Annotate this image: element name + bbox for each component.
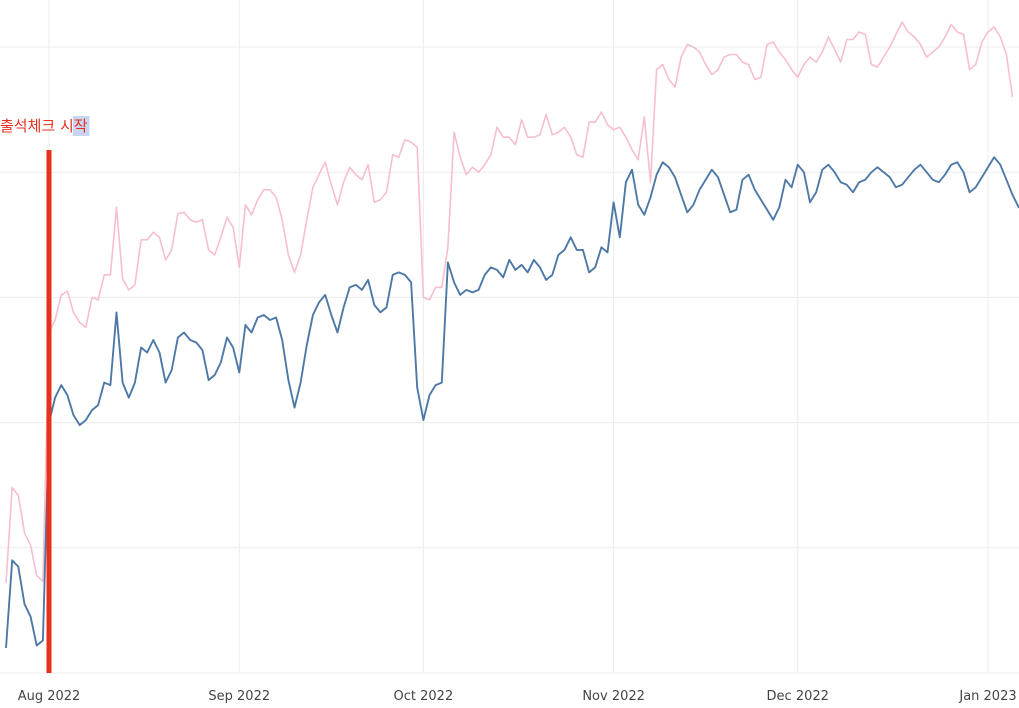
series-line-0 (5, 21, 1014, 583)
x-axis: Aug 2022 Sep 2022 Oct 2022 Nov 2022 Dec 2022… (18, 689, 1017, 704)
event-label-highlight (72, 116, 90, 136)
series-lines (5, 21, 1019, 649)
annotations: 출석체크 시작 (0, 116, 90, 673)
x-tick-label: Aug 2022 (18, 689, 81, 704)
x-tick-label: Sep 2022 (208, 689, 270, 704)
x-tick-label: Oct 2022 (394, 689, 454, 704)
x-tick-label: Jan 2023 (958, 689, 1016, 704)
grid-lines (0, 0, 1019, 674)
x-tick-label: Nov 2022 (582, 689, 645, 704)
series-line-1 (5, 156, 1019, 649)
event-label: 출석체크 시작 (0, 117, 88, 135)
x-tick-label: Dec 2022 (767, 689, 829, 704)
